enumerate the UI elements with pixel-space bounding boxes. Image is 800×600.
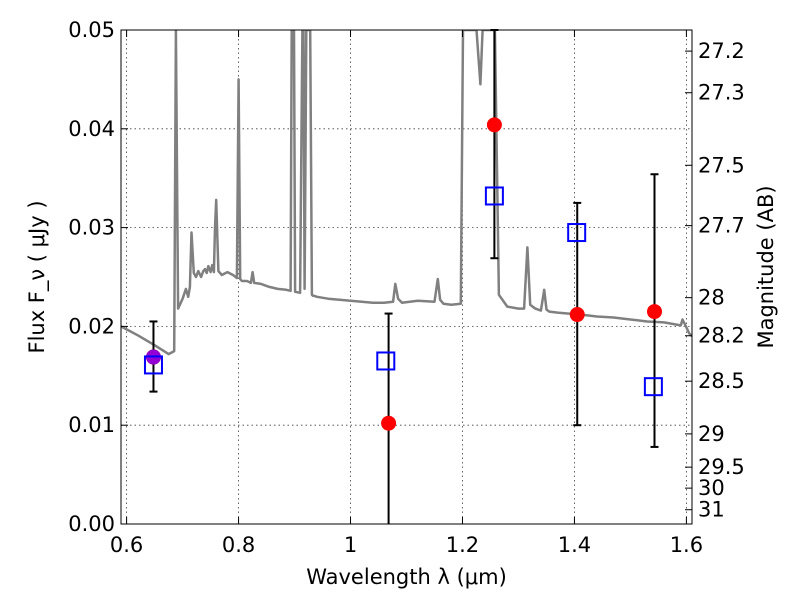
photometry-point [486,117,502,133]
photometry-point [381,415,397,431]
model-square [143,355,163,375]
y2-tick-label: 29 [698,422,725,446]
y2-tick-label: 31 [698,498,725,522]
axis-ticks: 0.6 0.8 1 1.2 1.4 1.6 0.00 0.01 0.02 0.03 0.04 0.05… [68,18,745,557]
y2-tick-label: 29.5 [698,455,745,479]
x-tick-label: 0.6 [110,533,143,557]
y2-tick-label: 27.2 [698,39,745,63]
grid-lines [121,30,692,524]
y-tick-label: 0.05 [68,18,115,42]
y2-tick-label: 27.3 [698,81,745,105]
y2-tick-label: 30 [698,476,725,500]
y-tick-label: 0.00 [68,512,115,536]
y-axis-label: Flux F_ν ( μJy ) [25,200,50,353]
y2-tick-label: 27.7 [698,214,745,238]
model-square [376,351,396,371]
y2-tick-label: 28.5 [698,369,745,393]
photometry-point [646,304,662,320]
y2-tick-label: 27.5 [698,153,745,177]
x-tick-label: 1.6 [670,533,703,557]
y-tick-label: 0.01 [68,413,115,437]
model-square [643,377,663,397]
model-square [484,186,504,206]
x-axis-label: Wavelength λ (μm) [306,565,507,589]
x-tick-label: 1.2 [446,533,479,557]
y2-tick-label: 28 [698,286,725,310]
y2-tick-label: 28.2 [698,324,745,348]
y2-axis-label: Magnitude (AB) [754,185,778,348]
plot-area [121,29,692,524]
x-tick-label: 0.8 [222,533,255,557]
photometry-point [569,307,585,323]
spectrum-line [121,30,692,356]
x-tick-label: 1.4 [558,533,591,557]
y-tick-label: 0.03 [68,216,115,240]
y-tick-label: 0.02 [68,314,115,338]
plot-frame [120,29,693,525]
x-tick-label: 1 [344,533,357,557]
model-square [567,223,587,243]
y-tick-label: 0.04 [68,117,115,141]
